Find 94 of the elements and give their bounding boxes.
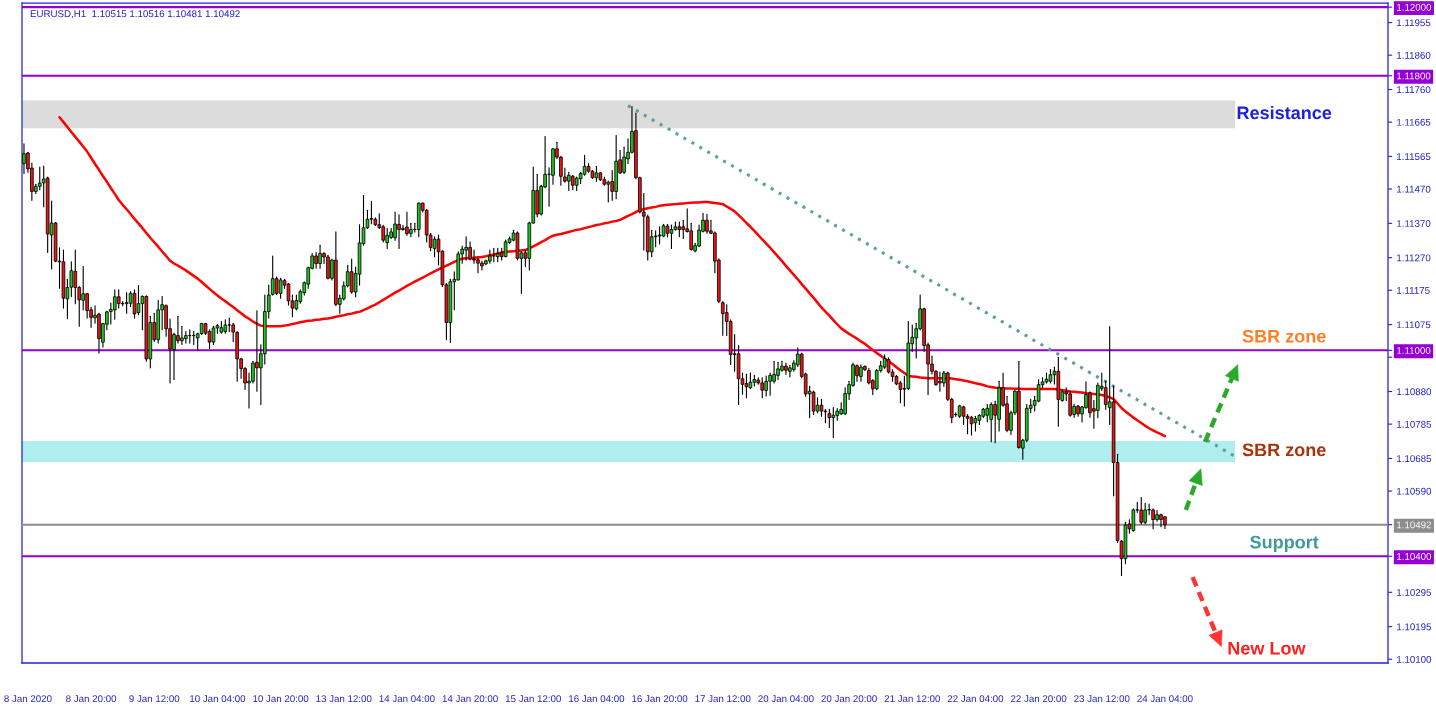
- x-tick-label: 24 Jan 04:00: [1137, 695, 1193, 703]
- x-tick-label: 15 Jan 12:00: [505, 695, 561, 703]
- candlestick: [432, 236, 437, 258]
- band-label: Resistance: [1237, 105, 1332, 120]
- candlestick: [1159, 513, 1163, 528]
- candlestick: [397, 214, 401, 249]
- y-tick-label: 1.11175: [1397, 287, 1430, 294]
- y-tick-label: 1.11665: [1397, 118, 1431, 126]
- candlestick: [697, 224, 701, 248]
- candlestick: [566, 171, 571, 191]
- y-tick-label: 1.11470: [1397, 185, 1431, 193]
- candlestick: [409, 222, 413, 238]
- candlestick: [349, 258, 354, 294]
- annotation: New Low: [1228, 642, 1306, 655]
- x-tick-label: 22 Jan 20:00: [1010, 695, 1067, 703]
- candlestick: [827, 408, 832, 429]
- candlestick: [938, 371, 942, 392]
- x-tick-label: 13 Jan 12:00: [316, 695, 372, 703]
- x-tick-label: 8 Jan 20:00: [66, 695, 117, 703]
- candlestick: [1143, 502, 1147, 525]
- y-tick-label: 1.10195: [1397, 623, 1432, 631]
- candlestick: [318, 244, 322, 269]
- candlestick: [788, 364, 792, 378]
- x-tick-label: 21 Jan 12:00: [884, 695, 940, 703]
- x-tick-label: 20 Jan 20:00: [821, 695, 877, 703]
- y-tick-label: 1.10492: [1397, 521, 1431, 529]
- text: EURUSD,H1 1.10515 1.10516 1.10481 1.10492: [30, 10, 240, 19]
- y-tick-label: 1.11800: [1397, 72, 1431, 80]
- x-tick-label: 20 Jan 04:00: [758, 695, 814, 703]
- x-tick-label: 16 Jan 04:00: [569, 695, 625, 703]
- candlestick: [22, 143, 26, 175]
- x-tick-label: 23 Jan 12:00: [1074, 695, 1130, 703]
- band-label: SBR zone: [1242, 443, 1326, 457]
- y-tick-label: 1.11370: [1397, 220, 1431, 227]
- candlestick: [255, 310, 259, 392]
- candlestick: [136, 284, 141, 316]
- x-tick-label: 9 Jan 12:00: [129, 695, 180, 703]
- y-tick-label: 1.12000: [1397, 3, 1432, 11]
- candlestick: [480, 260, 484, 271]
- y-tick-label: 1.10400: [1397, 552, 1432, 560]
- candlestick: [811, 390, 816, 416]
- candlestick: [116, 289, 121, 309]
- x-tick-label: 10 Jan 04:00: [190, 695, 246, 703]
- candlestick: [582, 154, 587, 176]
- x-tick-label: 14 Jan 04:00: [379, 695, 435, 703]
- x-tick-label: 8 Jan 2020: [4, 695, 52, 703]
- candlestick: [1151, 508, 1155, 530]
- x-tick-label: 10 Jan 20:00: [253, 695, 309, 703]
- y-tick-label: 1.10295: [1397, 589, 1432, 596]
- candlestick: [784, 362, 788, 375]
- candlestick: [898, 380, 903, 404]
- candlestick: [326, 254, 330, 280]
- candlestick: [112, 289, 117, 320]
- y-tick-label: 1.10590: [1397, 487, 1432, 495]
- y-tick-label: 1.11565: [1397, 153, 1431, 161]
- candlestick: [606, 180, 611, 203]
- candlestick: [81, 266, 85, 311]
- candlestick: [464, 236, 468, 261]
- candlestick: [669, 224, 674, 249]
- candlestick: [705, 213, 709, 234]
- candlestick: [1068, 390, 1072, 417]
- candlestick: [776, 361, 780, 381]
- y-tick-label: 1.11760: [1397, 86, 1431, 94]
- candlestick: [385, 227, 389, 249]
- ref-line-label: Support: [1250, 535, 1319, 553]
- candlestick: [405, 211, 409, 236]
- candlestick: [401, 224, 405, 231]
- candlestick: [1131, 508, 1136, 532]
- candlestick: [1155, 510, 1159, 522]
- y-tick-label: 1.11270: [1397, 254, 1431, 262]
- y-tick-label: 1.10785: [1397, 420, 1432, 428]
- candlestick: [768, 372, 772, 396]
- x-tick-label: 22 Jan 04:00: [947, 695, 1004, 703]
- line-series: [58, 116, 1167, 438]
- y-tick-label: 1.11000: [1397, 347, 1431, 354]
- candlestick: [681, 219, 686, 239]
- y-tick-label: 1.11955: [1397, 19, 1431, 27]
- candlestick: [689, 222, 693, 251]
- x-tick-label: 14 Jan 20:00: [442, 695, 498, 703]
- candlestick: [760, 377, 765, 399]
- candlestick: [73, 249, 78, 305]
- x-tick-label: 16 Jan 20:00: [632, 695, 688, 703]
- candlestick: [180, 325, 184, 346]
- candlestick: [989, 402, 994, 443]
- ref-line-label: SBR zone: [1242, 329, 1326, 343]
- y-tick-label: 1.11860: [1397, 51, 1431, 59]
- y-tick-label: 1.10880: [1397, 388, 1432, 396]
- candlestick: [1036, 378, 1041, 403]
- x-tick-label: 17 Jan 12:00: [695, 695, 751, 703]
- candlestick: [764, 375, 768, 397]
- y-tick-label: 1.10685: [1397, 455, 1432, 463]
- candlestick: [1139, 497, 1144, 525]
- y-tick-label: 1.11075: [1397, 321, 1431, 329]
- y-tick-label: 1.10100: [1397, 655, 1432, 663]
